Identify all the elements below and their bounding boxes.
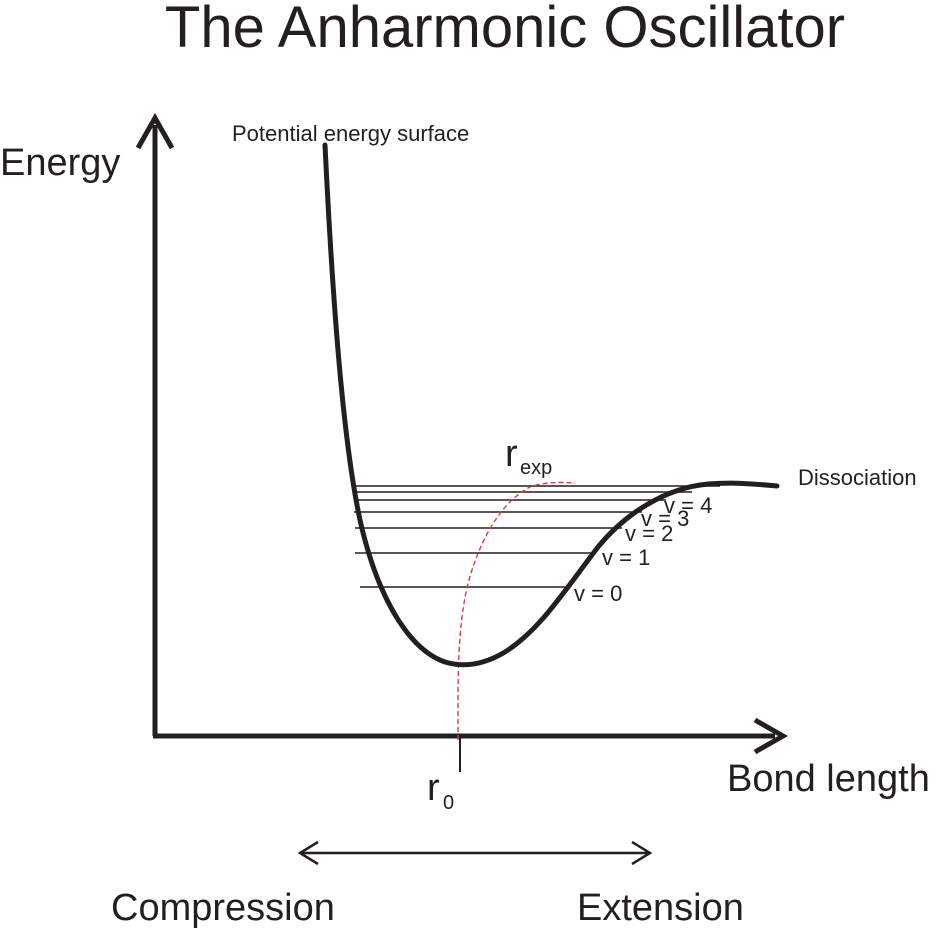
diagram-title: The Anharmonic Oscillator (165, 0, 845, 60)
r-exp-label: r exp (505, 433, 552, 479)
y-axis-label: Energy (0, 142, 120, 184)
potential-energy-curve (322, 142, 780, 668)
r-exp-main: r (505, 433, 518, 475)
level-label: v = 1 (602, 545, 650, 570)
r0-main: r (427, 767, 440, 809)
expectation-bond-length-curve (457, 481, 576, 740)
dissociation-label: Dissociation (798, 465, 917, 490)
r0-label: r 0 (427, 767, 454, 814)
range-double-arrow (297, 840, 653, 866)
energy-levels (353, 485, 720, 588)
range-arrow-right-head (631, 840, 653, 866)
axes (135, 112, 789, 755)
level-label: v = 3 (641, 506, 689, 531)
level-label: v = 0 (574, 581, 622, 606)
extension-label: Extension (577, 887, 744, 929)
level-label: v = 4 (664, 493, 712, 518)
r0-subscript: 0 (443, 792, 454, 814)
curve-label: Potential energy surface (232, 121, 469, 146)
y-axis-arrowhead (135, 112, 175, 150)
range-arrow-left-head (297, 840, 319, 866)
x-axis-label: Bond length (727, 758, 930, 800)
r-exp-subscript: exp (520, 457, 552, 479)
x-axis-arrowhead (753, 717, 789, 755)
compression-label: Compression (111, 887, 335, 929)
level-label: v = 2 (625, 521, 673, 546)
